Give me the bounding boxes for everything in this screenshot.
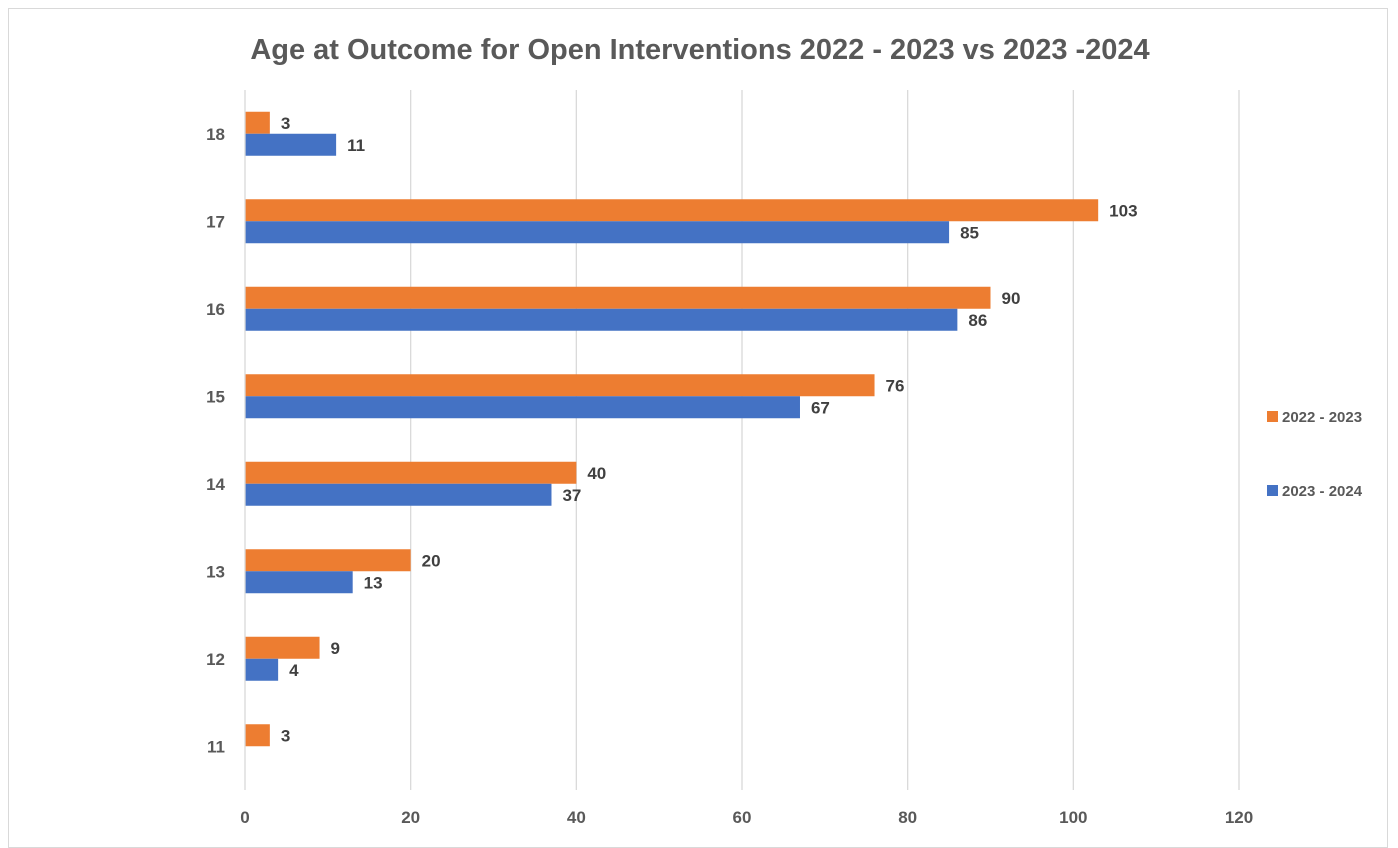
y-tick-label: 14	[206, 475, 225, 494]
legend-label: 2022 - 2023	[1282, 409, 1362, 426]
legend-swatch	[1267, 411, 1278, 422]
data-label: 90	[1002, 289, 1021, 308]
axes: 0 20 40 60 80 100 120 18 17 16 15 14 13 12 11	[206, 90, 1253, 827]
x-tick-label: 20	[401, 808, 420, 827]
data-label: 85	[960, 223, 979, 242]
y-tick-label: 16	[206, 300, 225, 319]
bar-series-2-16	[245, 308, 958, 331]
data-label: 3	[281, 114, 290, 133]
data-label: 86	[968, 311, 987, 330]
data-label: 3	[281, 726, 290, 745]
data-label: 67	[811, 398, 830, 417]
y-tick-label: 11	[207, 737, 225, 756]
bar-series-2-12	[245, 658, 279, 681]
bar-series-1-16	[245, 286, 991, 309]
y-tick-label: 18	[206, 125, 225, 144]
data-labels: 3 11 103 85 90 86 76 67 40 37 20 13 9 4 3	[281, 114, 1138, 746]
data-label: 4	[289, 661, 299, 680]
x-tick-label: 60	[733, 808, 752, 827]
data-label: 11	[347, 136, 365, 155]
data-label: 76	[886, 376, 905, 395]
legend-swatch	[1267, 485, 1278, 496]
y-tick-label: 15	[206, 387, 225, 406]
bar-series-2-15	[245, 396, 800, 419]
bar-series-1-11	[245, 724, 270, 747]
bars	[245, 111, 1099, 747]
bar-series-1-14	[245, 461, 577, 484]
legend: 2022 - 2023 2023 - 2024	[1267, 409, 1363, 500]
x-tick-label: 80	[898, 808, 917, 827]
data-label: 13	[364, 573, 383, 592]
x-tick-label: 120	[1225, 808, 1253, 827]
bar-series-1-17	[245, 199, 1099, 222]
data-label: 20	[422, 551, 441, 570]
x-tick-label: 40	[567, 808, 586, 827]
gridlines	[410, 90, 1240, 790]
legend-label: 2023 - 2024	[1282, 483, 1363, 500]
bar-series-1-18	[245, 111, 270, 134]
x-tick-label: 0	[240, 808, 249, 827]
chart-frame	[8, 8, 1388, 848]
y-tick-label: 12	[206, 650, 225, 669]
bar-series-2-17	[245, 221, 950, 244]
y-tick-label: 17	[206, 212, 225, 231]
bar-series-2-18	[245, 133, 337, 156]
data-label: 9	[331, 639, 340, 658]
bar-series-1-12	[245, 636, 320, 659]
data-label: 40	[587, 464, 606, 483]
chart-title: Age at Outcome for Open Interventions 20…	[250, 34, 1149, 66]
data-label: 103	[1109, 201, 1137, 220]
bar-series-1-15	[245, 374, 875, 397]
bar-series-2-13	[245, 571, 353, 594]
bar-series-1-13	[245, 549, 411, 572]
data-label: 37	[562, 486, 581, 505]
y-tick-label: 13	[206, 562, 225, 581]
bar-series-2-14	[245, 483, 552, 506]
x-tick-label: 100	[1059, 808, 1087, 827]
